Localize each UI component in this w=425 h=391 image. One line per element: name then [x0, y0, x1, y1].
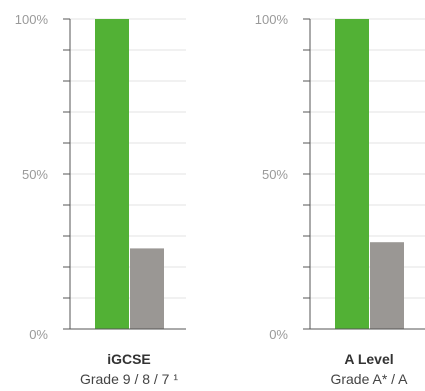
chart-igcse-ytick-100: 100% — [15, 12, 49, 27]
chart-a-level-category-label: A Level — [344, 351, 393, 367]
chart-a-level-ytick-50: 50% — [262, 167, 288, 182]
chart-a-level-ytick-0: 0% — [269, 327, 288, 342]
chart-igcse-ytick-0: 0% — [29, 327, 48, 342]
chart-a-level-bar-2 — [370, 242, 404, 329]
chart-igcse-ytick-50: 50% — [22, 167, 48, 182]
chart-igcse-bar-1 — [95, 19, 129, 329]
chart-a-level-bar-1 — [335, 19, 369, 329]
chart-igcse: 100% 50% 0% iGCSE Grade 9 / 8 / 7 ¹ — [15, 12, 186, 387]
chart-igcse-axis-ticks — [63, 18, 70, 330]
chart-igcse-category-subtitle: Grade 9 / 8 / 7 ¹ — [80, 371, 178, 387]
chart-igcse-bar-2 — [130, 248, 164, 329]
chart-a-level-category-subtitle: Grade A* / A — [330, 371, 408, 387]
chart-a-level-axis-ticks — [303, 18, 310, 330]
chart-a-level-ytick-100: 100% — [255, 12, 289, 27]
chart-a-level: 100% 50% 0% A Level Grade A* / A — [255, 12, 425, 387]
chart-igcse-category-label: iGCSE — [107, 351, 151, 367]
